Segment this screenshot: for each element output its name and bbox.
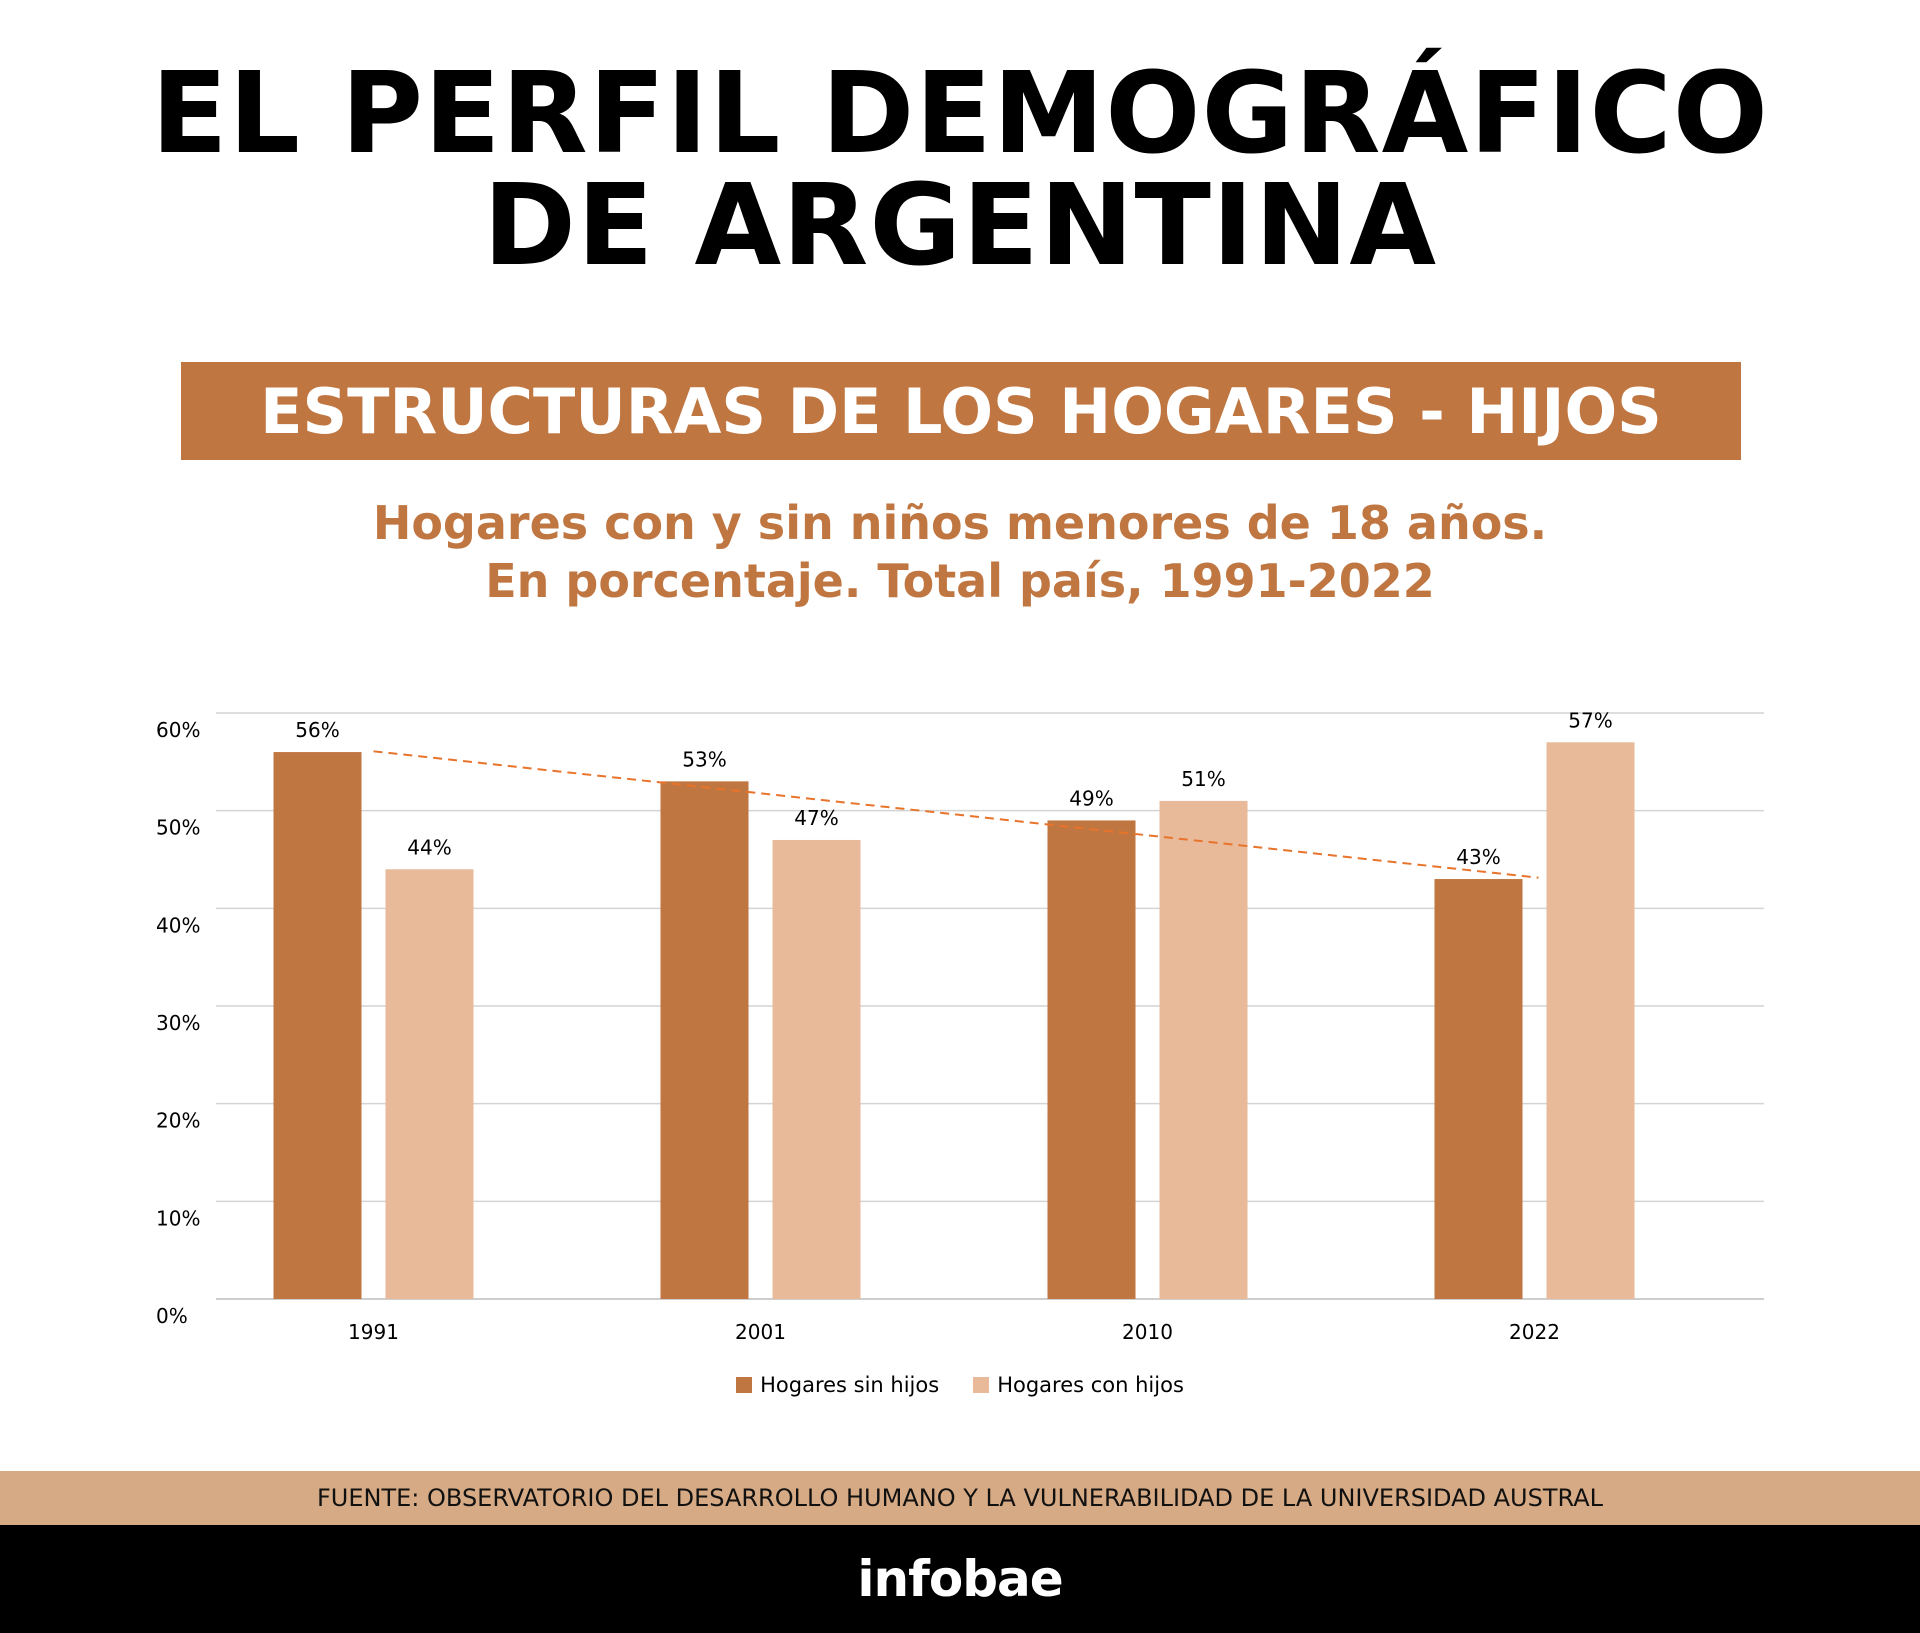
bar-chart: 0% 10% 20% 30% 40% 50% 60% 56% 44% 1991 53% 47% 2001… [156,708,1764,1344]
subtitle-line-2: En porcentaje. Total país, 1991-2022 [485,554,1435,608]
x-tick-label: 1991 [348,1320,399,1344]
footer-bar: infobae [0,1525,1920,1633]
bar [273,752,362,1299]
title-line-2: DE ARGENTINA [482,161,1438,291]
data-label: 51% [1181,767,1225,791]
legend-label-con-hijos: Hogares con hijos [997,1373,1184,1397]
source-note: FUENTE: OBSERVATORIO DEL DESARROLLO HUMA… [0,1471,1920,1525]
legend-swatch-con-hijos [973,1377,990,1393]
bar [1546,742,1635,1299]
x-tick-label: 2022 [1509,1320,1560,1344]
bar [1159,800,1248,1299]
data-label: 57% [1568,708,1612,732]
legend-swatch-sin-hijos [736,1377,753,1393]
data-label: 47% [794,806,838,830]
y-tick-label: 40% [156,913,200,937]
y-tick-label: 60% [156,718,200,742]
data-label: 43% [1456,845,1500,869]
bar [660,781,749,1299]
chart-subtitle: Hogares con y sin niños menores de 18 añ… [0,494,1920,610]
bar [772,839,861,1299]
data-label: 44% [407,835,451,859]
infobae-logo: infobae [857,1550,1063,1608]
x-tick-label: 2001 [735,1320,786,1344]
legend-label-sin-hijos: Hogares sin hijos [760,1373,940,1397]
y-tick-label: 50% [156,816,200,840]
legend-item-con-hijos: Hogares con hijos [973,1373,1184,1397]
bar [1434,879,1523,1299]
data-label: 49% [1069,786,1113,810]
y-tick-label: 0% [156,1304,188,1328]
y-tick-label: 20% [156,1109,200,1133]
data-label: 53% [682,747,726,771]
y-tick-label: 10% [156,1206,200,1230]
x-tick-label: 2010 [1122,1320,1173,1344]
legend-item-sin-hijos: Hogares sin hijos [736,1373,939,1397]
bar [1047,820,1136,1299]
y-tick-label: 30% [156,1011,200,1035]
title-line-1: EL PERFIL DEMOGRÁFICO [151,49,1769,179]
trend-line [373,750,1539,879]
chart-legend: Hogares sin hijos Hogares con hijos [0,1373,1920,1397]
subtitle-line-1: Hogares con y sin niños menores de 18 añ… [372,496,1548,550]
data-label: 56% [295,718,339,742]
page-title: EL PERFIL DEMOGRÁFICO DE ARGENTINA [0,58,1920,282]
section-banner: ESTRUCTURAS DE LOS HOGARES - HIJOS [181,362,1741,460]
bar [385,869,474,1299]
